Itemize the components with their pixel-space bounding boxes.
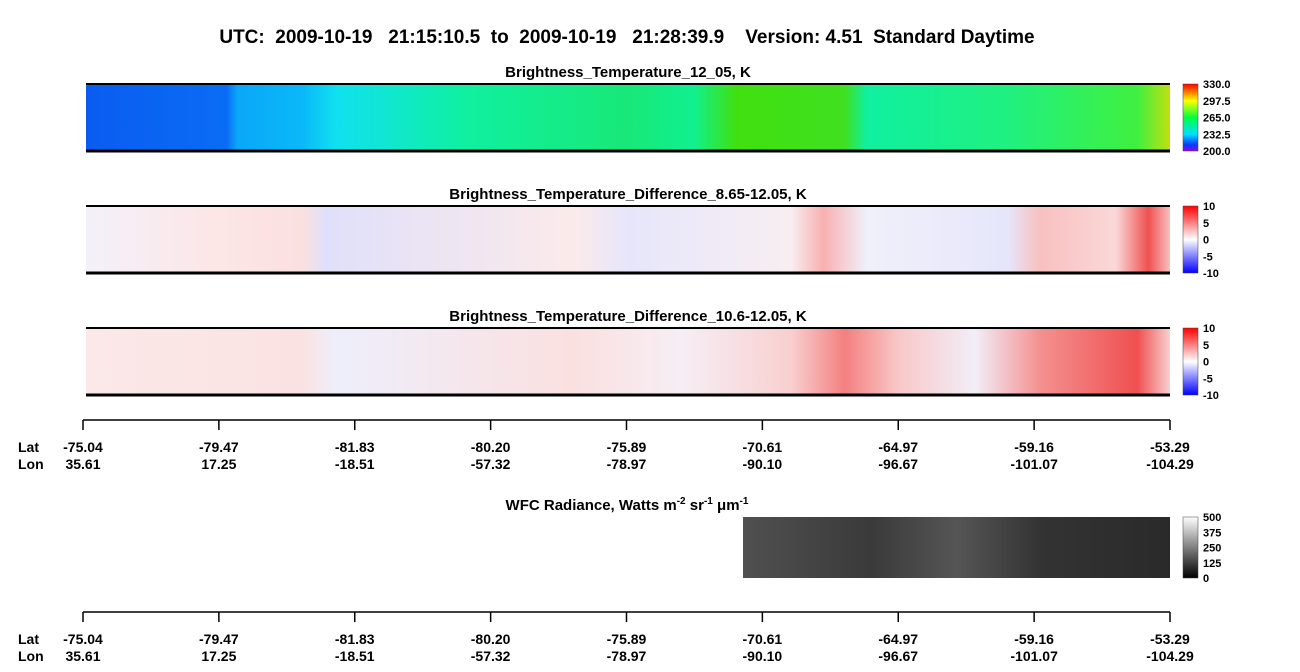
- wfc-title: WFC Radiance, Watts m-2 sr-1 μm-1: [506, 496, 749, 514]
- lat-tick-label: -80.20: [471, 439, 511, 455]
- lon-tick-label: 17.25: [201, 648, 236, 664]
- colorbar-tick-label: 375: [1203, 527, 1221, 539]
- lat-label: Lat: [18, 631, 39, 647]
- lat-tick-label: -64.97: [878, 439, 918, 455]
- lat-tick-label: -59.16: [1014, 631, 1054, 647]
- colorbar-tick-label: 5: [1203, 218, 1209, 230]
- title-part: sr: [686, 497, 705, 514]
- lat-tick-label: -75.04: [63, 439, 103, 455]
- colorbar-tick-label: 10: [1203, 201, 1215, 213]
- colorbar-tick-label: 232.5: [1203, 129, 1231, 141]
- lat-tick-label: -64.97: [878, 631, 918, 647]
- image-strip: [86, 206, 1170, 273]
- colorbar-tick-label: 200.0: [1203, 146, 1231, 158]
- lon-tick-label: -78.97: [607, 648, 647, 664]
- colorbar-tick-label: 125: [1203, 558, 1221, 570]
- superscript: -2: [677, 496, 686, 507]
- lon-tick-label: -57.32: [471, 648, 511, 664]
- lon-tick-label: -90.10: [743, 456, 783, 472]
- colorbar-tick-label: 0: [1203, 235, 1209, 247]
- colorbar-tick-label: 10: [1203, 323, 1215, 335]
- page-title: UTC: 2009-10-19 21:15:10.5 to 2009-10-19…: [219, 27, 1034, 48]
- lon-tick-label: 17.25: [201, 456, 236, 472]
- colorbar: [1182, 205, 1199, 274]
- colorbar-tick-label: 0: [1203, 573, 1209, 585]
- lon-tick-label: -96.67: [878, 648, 918, 664]
- colorbar-tick-label: 330.0: [1203, 79, 1231, 91]
- colorbar-tick-label: -5: [1203, 373, 1213, 385]
- colorbar-tick-label: 297.5: [1203, 96, 1231, 108]
- title-part: WFC Radiance, Watts m: [506, 497, 677, 514]
- colorbar: [1182, 516, 1199, 579]
- lon-tick-label: -90.10: [743, 648, 783, 664]
- image-strip: [86, 84, 1170, 151]
- lon-tick-label: 35.61: [65, 456, 100, 472]
- lat-tick-label: -75.89: [607, 631, 647, 647]
- colorbar-tick-label: 500: [1203, 512, 1221, 524]
- title-part: μm: [713, 497, 740, 514]
- lat-tick-label: -80.20: [471, 631, 511, 647]
- lat-tick-label: -79.47: [199, 631, 239, 647]
- colorbar: [1182, 327, 1199, 396]
- lat-tick-label: -53.29: [1150, 439, 1190, 455]
- lat-tick-label: -59.16: [1014, 439, 1054, 455]
- superscript: -1: [704, 496, 713, 507]
- lon-tick-label: -96.67: [878, 456, 918, 472]
- lon-tick-label: -104.29: [1146, 456, 1194, 472]
- colorbar-tick-label: -5: [1203, 251, 1213, 263]
- lat-tick-label: -70.61: [743, 631, 783, 647]
- lon-tick-label: -104.29: [1146, 648, 1194, 664]
- colorbar-tick-label: -10: [1203, 268, 1219, 280]
- lat-tick-label: -79.47: [199, 439, 239, 455]
- colorbar-tick-label: 5: [1203, 340, 1209, 352]
- lon-tick-label: -57.32: [471, 456, 511, 472]
- lon-tick-label: -18.51: [335, 648, 375, 664]
- panel-title: Brightness_Temperature_12_05, K: [505, 64, 751, 81]
- lat-tick-label: -81.83: [335, 631, 375, 647]
- lat-tick-label: -81.83: [335, 439, 375, 455]
- lat-tick-label: -70.61: [743, 439, 783, 455]
- lat-tick-label: -75.04: [63, 631, 103, 647]
- lon-label: Lon: [18, 648, 44, 664]
- colorbar-tick-label: 250: [1203, 543, 1221, 555]
- panel-title: Brightness_Temperature_Difference_8.65-1…: [449, 186, 807, 203]
- image-strip: [86, 328, 1170, 395]
- wfc-image: [743, 517, 1170, 578]
- lon-label: Lon: [18, 456, 44, 472]
- lon-tick-label: -101.07: [1010, 648, 1058, 664]
- superscript: -1: [740, 496, 749, 507]
- lon-tick-label: 35.61: [65, 648, 100, 664]
- colorbar-tick-label: -10: [1203, 390, 1219, 402]
- lon-tick-label: -101.07: [1010, 456, 1058, 472]
- lat-label: Lat: [18, 439, 39, 455]
- lat-tick-label: -53.29: [1150, 631, 1190, 647]
- lat-tick-label: -75.89: [607, 439, 647, 455]
- colorbar-tick-label: 265.0: [1203, 113, 1231, 125]
- lon-tick-label: -18.51: [335, 456, 375, 472]
- colorbar: [1182, 83, 1199, 152]
- lon-tick-label: -78.97: [607, 456, 647, 472]
- colorbar-tick-label: 0: [1203, 357, 1209, 369]
- panel-title: Brightness_Temperature_Difference_10.6-1…: [449, 308, 807, 325]
